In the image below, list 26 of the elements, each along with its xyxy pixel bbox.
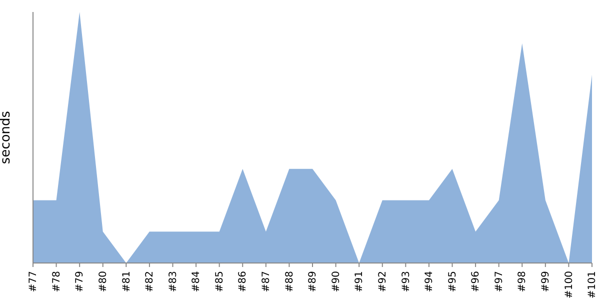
x-tick-label: #81: [121, 271, 132, 292]
x-tick-label: #100: [564, 271, 575, 298]
y-axis-title: seconds: [0, 110, 14, 164]
x-tick-label: #99: [540, 271, 552, 292]
x-tick-label: #78: [51, 271, 62, 292]
x-tick-label: #88: [284, 271, 296, 292]
x-tick-label: #89: [308, 271, 319, 292]
x-tick-label: #91: [354, 271, 366, 292]
x-tick-label: #84: [191, 271, 202, 292]
x-tick-label: #97: [494, 271, 505, 292]
x-tick-label: #92: [377, 271, 388, 292]
x-tick-label: #87: [261, 271, 272, 292]
x-tick-label: #101: [587, 271, 598, 298]
x-tick-label: #90: [330, 271, 342, 292]
x-tick-label: #95: [447, 271, 458, 292]
x-tick-label: #93: [400, 271, 412, 292]
x-tick-label: #86: [238, 271, 249, 292]
x-tick-label: #94: [424, 271, 436, 292]
x-tick-label: #98: [517, 271, 528, 292]
x-tick-label: #83: [168, 271, 179, 292]
x-tick-label: #77: [28, 271, 40, 292]
x-tick-label: #80: [98, 271, 109, 292]
x-tick-label: #79: [74, 271, 86, 292]
x-tick-label: #96: [470, 271, 482, 292]
x-tick-label: #82: [144, 271, 156, 292]
x-tick-label: #85: [214, 271, 226, 292]
